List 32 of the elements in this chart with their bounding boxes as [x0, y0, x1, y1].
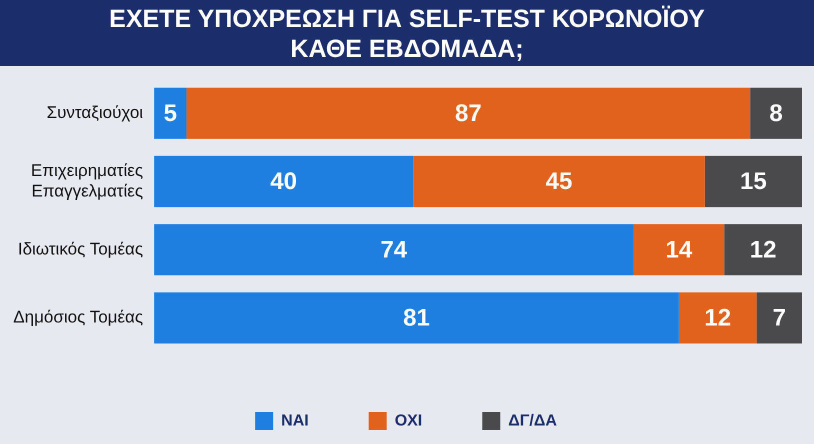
- bar: [154, 88, 186, 139]
- bar: [704, 156, 802, 208]
- legend-label: ΔΓ/ΔΑ: [508, 412, 558, 430]
- bar: [154, 156, 414, 208]
- legend-label: ΝΑΙ: [281, 412, 309, 430]
- bar: [154, 224, 634, 276]
- data-label: 74: [380, 236, 408, 264]
- data-label: 12: [750, 236, 776, 264]
- data-label: 8: [769, 100, 783, 127]
- bar: [724, 224, 802, 276]
- bar: [678, 292, 757, 344]
- bar: [756, 292, 802, 344]
- data-label: 15: [740, 168, 767, 196]
- data-label: 14: [666, 236, 693, 264]
- bar: [413, 156, 705, 208]
- bar: [154, 292, 679, 344]
- y-tick-label: Συνταξιούχοι: [46, 102, 144, 122]
- y-tick-label: Επιχειρηματίες Επαγγελματίες: [30, 160, 144, 200]
- bar: [750, 88, 802, 139]
- y-tick-label: Ιδιωτικός Τομέας: [18, 239, 144, 258]
- bar: [634, 224, 724, 276]
- data-label: 40: [270, 168, 298, 196]
- data-label: 5: [164, 100, 177, 127]
- data-label: 87: [454, 100, 482, 127]
- data-label: 12: [704, 304, 732, 332]
- bar: [186, 88, 750, 139]
- legend-label: ΟΧΙ: [394, 412, 422, 430]
- data-label: 45: [546, 168, 572, 196]
- data-label: 81: [403, 304, 430, 332]
- chart-title: ΕΧΕΤΕ ΥΠΟΧΡΕΩΣΗ ΓΙΑ SELF-TEST ΚΟΡΩΝΟΪΟΥ ΚΑΘΕ ΕΒΔΟΜΑΔΑ;: [0, 0, 814, 66]
- data-label: 7: [772, 304, 786, 332]
- y-tick-label: Δημόσιος Τομέας: [13, 308, 144, 327]
